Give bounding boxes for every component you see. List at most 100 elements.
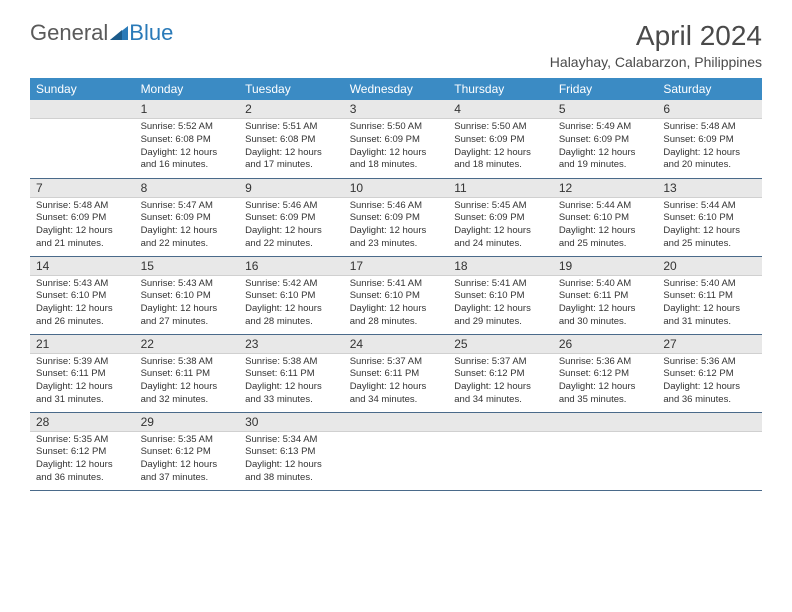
calendar-week-row: 1Sunrise: 5:52 AMSunset: 6:08 PMDaylight…	[30, 100, 762, 178]
calendar-day-cell	[30, 100, 135, 178]
day-number: 10	[344, 179, 449, 198]
calendar-day-cell	[448, 412, 553, 490]
day-number-empty	[657, 413, 762, 432]
day-number: 19	[553, 257, 658, 276]
calendar-day-cell: 30Sunrise: 5:34 AMSunset: 6:13 PMDayligh…	[239, 412, 344, 490]
day-number: 28	[30, 413, 135, 432]
day-number: 16	[239, 257, 344, 276]
logo-text-1: General	[30, 20, 108, 46]
calendar-day-cell: 7Sunrise: 5:48 AMSunset: 6:09 PMDaylight…	[30, 178, 135, 256]
calendar-day-cell: 26Sunrise: 5:36 AMSunset: 6:12 PMDayligh…	[553, 334, 658, 412]
day-number: 2	[239, 100, 344, 119]
calendar-week-row: 7Sunrise: 5:48 AMSunset: 6:09 PMDaylight…	[30, 178, 762, 256]
day-details: Sunrise: 5:40 AMSunset: 6:11 PMDaylight:…	[553, 276, 658, 333]
day-number: 5	[553, 100, 658, 119]
day-details: Sunrise: 5:41 AMSunset: 6:10 PMDaylight:…	[344, 276, 449, 333]
day-details: Sunrise: 5:37 AMSunset: 6:12 PMDaylight:…	[448, 354, 553, 411]
day-details: Sunrise: 5:36 AMSunset: 6:12 PMDaylight:…	[553, 354, 658, 411]
logo-text-2: Blue	[129, 20, 173, 46]
title-block: April 2024 Halayhay, Calabarzon, Philipp…	[550, 20, 762, 70]
day-number: 11	[448, 179, 553, 198]
weekday-header: Monday	[135, 78, 240, 100]
calendar-day-cell: 17Sunrise: 5:41 AMSunset: 6:10 PMDayligh…	[344, 256, 449, 334]
day-number: 4	[448, 100, 553, 119]
weekday-header: Wednesday	[344, 78, 449, 100]
day-number: 12	[553, 179, 658, 198]
day-details: Sunrise: 5:43 AMSunset: 6:10 PMDaylight:…	[30, 276, 135, 333]
calendar-day-cell: 15Sunrise: 5:43 AMSunset: 6:10 PMDayligh…	[135, 256, 240, 334]
logo-triangle-icon	[110, 20, 128, 46]
calendar-day-cell: 19Sunrise: 5:40 AMSunset: 6:11 PMDayligh…	[553, 256, 658, 334]
day-number-empty	[30, 100, 135, 119]
page-header: General Blue April 2024 Halayhay, Calaba…	[30, 20, 762, 70]
calendar-day-cell: 24Sunrise: 5:37 AMSunset: 6:11 PMDayligh…	[344, 334, 449, 412]
calendar-day-cell: 5Sunrise: 5:49 AMSunset: 6:09 PMDaylight…	[553, 100, 658, 178]
day-number: 20	[657, 257, 762, 276]
calendar-day-cell: 23Sunrise: 5:38 AMSunset: 6:11 PMDayligh…	[239, 334, 344, 412]
day-details: Sunrise: 5:37 AMSunset: 6:11 PMDaylight:…	[344, 354, 449, 411]
day-number: 7	[30, 179, 135, 198]
day-details: Sunrise: 5:52 AMSunset: 6:08 PMDaylight:…	[135, 119, 240, 176]
calendar-day-cell: 6Sunrise: 5:48 AMSunset: 6:09 PMDaylight…	[657, 100, 762, 178]
day-details: Sunrise: 5:36 AMSunset: 6:12 PMDaylight:…	[657, 354, 762, 411]
day-number: 29	[135, 413, 240, 432]
day-details: Sunrise: 5:43 AMSunset: 6:10 PMDaylight:…	[135, 276, 240, 333]
calendar-day-cell: 12Sunrise: 5:44 AMSunset: 6:10 PMDayligh…	[553, 178, 658, 256]
calendar-day-cell: 18Sunrise: 5:41 AMSunset: 6:10 PMDayligh…	[448, 256, 553, 334]
calendar-day-cell	[553, 412, 658, 490]
calendar-week-row: 28Sunrise: 5:35 AMSunset: 6:12 PMDayligh…	[30, 412, 762, 490]
calendar-day-cell: 2Sunrise: 5:51 AMSunset: 6:08 PMDaylight…	[239, 100, 344, 178]
day-details: Sunrise: 5:47 AMSunset: 6:09 PMDaylight:…	[135, 198, 240, 255]
calendar-day-cell: 3Sunrise: 5:50 AMSunset: 6:09 PMDaylight…	[344, 100, 449, 178]
day-number: 14	[30, 257, 135, 276]
day-details: Sunrise: 5:50 AMSunset: 6:09 PMDaylight:…	[344, 119, 449, 176]
day-details: Sunrise: 5:46 AMSunset: 6:09 PMDaylight:…	[344, 198, 449, 255]
calendar-day-cell: 4Sunrise: 5:50 AMSunset: 6:09 PMDaylight…	[448, 100, 553, 178]
day-details: Sunrise: 5:41 AMSunset: 6:10 PMDaylight:…	[448, 276, 553, 333]
day-details: Sunrise: 5:42 AMSunset: 6:10 PMDaylight:…	[239, 276, 344, 333]
day-number-empty	[344, 413, 449, 432]
weekday-header: Thursday	[448, 78, 553, 100]
calendar-day-cell: 8Sunrise: 5:47 AMSunset: 6:09 PMDaylight…	[135, 178, 240, 256]
logo: General Blue	[30, 20, 173, 46]
calendar-day-cell: 25Sunrise: 5:37 AMSunset: 6:12 PMDayligh…	[448, 334, 553, 412]
day-number-empty	[448, 413, 553, 432]
day-number: 18	[448, 257, 553, 276]
weekday-header: Sunday	[30, 78, 135, 100]
day-number: 15	[135, 257, 240, 276]
day-number: 17	[344, 257, 449, 276]
calendar-week-row: 14Sunrise: 5:43 AMSunset: 6:10 PMDayligh…	[30, 256, 762, 334]
day-details: Sunrise: 5:49 AMSunset: 6:09 PMDaylight:…	[553, 119, 658, 176]
day-details: Sunrise: 5:35 AMSunset: 6:12 PMDaylight:…	[30, 432, 135, 489]
calendar-page: General Blue April 2024 Halayhay, Calaba…	[0, 0, 792, 511]
calendar-day-cell: 10Sunrise: 5:46 AMSunset: 6:09 PMDayligh…	[344, 178, 449, 256]
day-details: Sunrise: 5:44 AMSunset: 6:10 PMDaylight:…	[553, 198, 658, 255]
day-details: Sunrise: 5:48 AMSunset: 6:09 PMDaylight:…	[657, 119, 762, 176]
calendar-day-cell: 21Sunrise: 5:39 AMSunset: 6:11 PMDayligh…	[30, 334, 135, 412]
page-subtitle: Halayhay, Calabarzon, Philippines	[550, 54, 762, 70]
day-number: 23	[239, 335, 344, 354]
day-details: Sunrise: 5:39 AMSunset: 6:11 PMDaylight:…	[30, 354, 135, 411]
day-details: Sunrise: 5:46 AMSunset: 6:09 PMDaylight:…	[239, 198, 344, 255]
calendar-header-row: Sunday Monday Tuesday Wednesday Thursday…	[30, 78, 762, 100]
calendar-week-row: 21Sunrise: 5:39 AMSunset: 6:11 PMDayligh…	[30, 334, 762, 412]
day-number: 26	[553, 335, 658, 354]
day-details: Sunrise: 5:48 AMSunset: 6:09 PMDaylight:…	[30, 198, 135, 255]
calendar-day-cell: 9Sunrise: 5:46 AMSunset: 6:09 PMDaylight…	[239, 178, 344, 256]
day-details: Sunrise: 5:34 AMSunset: 6:13 PMDaylight:…	[239, 432, 344, 489]
day-number: 30	[239, 413, 344, 432]
day-details: Sunrise: 5:38 AMSunset: 6:11 PMDaylight:…	[135, 354, 240, 411]
day-details: Sunrise: 5:40 AMSunset: 6:11 PMDaylight:…	[657, 276, 762, 333]
day-number: 25	[448, 335, 553, 354]
calendar-day-cell: 11Sunrise: 5:45 AMSunset: 6:09 PMDayligh…	[448, 178, 553, 256]
day-number: 9	[239, 179, 344, 198]
day-details: Sunrise: 5:44 AMSunset: 6:10 PMDaylight:…	[657, 198, 762, 255]
day-number: 1	[135, 100, 240, 119]
calendar-body: 1Sunrise: 5:52 AMSunset: 6:08 PMDaylight…	[30, 100, 762, 490]
calendar-day-cell	[344, 412, 449, 490]
calendar-day-cell: 20Sunrise: 5:40 AMSunset: 6:11 PMDayligh…	[657, 256, 762, 334]
calendar-day-cell: 16Sunrise: 5:42 AMSunset: 6:10 PMDayligh…	[239, 256, 344, 334]
day-details: Sunrise: 5:51 AMSunset: 6:08 PMDaylight:…	[239, 119, 344, 176]
day-details: Sunrise: 5:45 AMSunset: 6:09 PMDaylight:…	[448, 198, 553, 255]
day-details: Sunrise: 5:35 AMSunset: 6:12 PMDaylight:…	[135, 432, 240, 489]
